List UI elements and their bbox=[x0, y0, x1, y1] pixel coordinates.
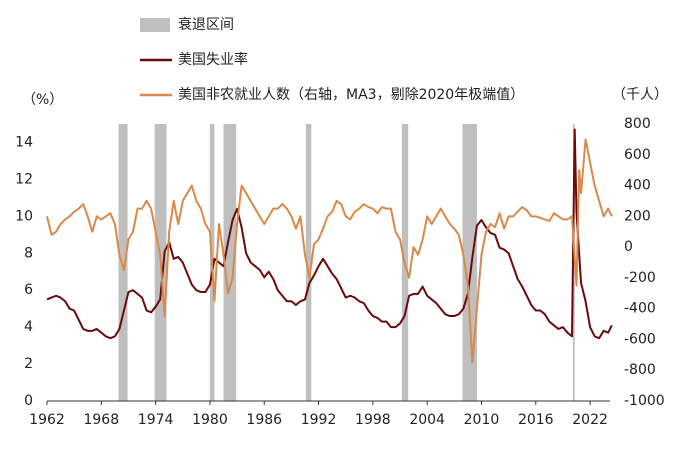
x-tick-label: 1992 bbox=[301, 412, 337, 428]
y2-tick-label: 200 bbox=[624, 208, 651, 224]
x-tick-label: 1980 bbox=[192, 412, 228, 428]
y2-tick-label: -800 bbox=[624, 362, 656, 378]
recession-band bbox=[118, 124, 128, 401]
x-tick-label: 1998 bbox=[355, 412, 391, 428]
legend-label: 美国非农就业人数（右轴，MA3，剔除2020年极端值） bbox=[178, 87, 524, 103]
x-tick-label: 2010 bbox=[464, 412, 500, 428]
x-tick-label: 1968 bbox=[83, 412, 119, 428]
y-tick-label: 10 bbox=[15, 208, 33, 224]
legend-label: 衰退区间 bbox=[178, 16, 234, 33]
x-tick-label: 1974 bbox=[138, 412, 174, 428]
y-tick-label: 14 bbox=[15, 134, 33, 150]
y2-tick-label: 0 bbox=[624, 239, 633, 255]
recession-band bbox=[462, 124, 477, 401]
y2-tick-label: 600 bbox=[624, 147, 651, 163]
y2-axis-label: （千人） bbox=[612, 87, 668, 103]
y-tick-label: 12 bbox=[15, 171, 33, 187]
y-tick-label: 0 bbox=[24, 393, 33, 409]
recession-band bbox=[223, 124, 237, 401]
y-tick-label: 8 bbox=[24, 245, 33, 261]
x-tick-label: 1962 bbox=[29, 412, 65, 428]
x-tick-label: 2004 bbox=[409, 412, 445, 428]
y2-tick-label: -600 bbox=[624, 331, 656, 347]
y2-tick-label: -1000 bbox=[624, 393, 665, 409]
legend-label: 美国失业率 bbox=[178, 51, 248, 68]
series-line bbox=[46, 138, 613, 364]
y2-tick-label: -400 bbox=[624, 301, 656, 317]
x-tick-label: 2016 bbox=[518, 412, 554, 428]
y2-tick-label: -200 bbox=[624, 270, 656, 286]
series-line bbox=[46, 128, 613, 340]
y2-tick-label: 800 bbox=[624, 116, 651, 132]
y-tick-label: 4 bbox=[24, 319, 33, 335]
y-tick-label: 2 bbox=[24, 356, 33, 372]
x-tick-label: 2022 bbox=[572, 412, 608, 428]
y-axis-label: （%） bbox=[22, 92, 63, 108]
recession-band bbox=[305, 124, 312, 401]
y-tick-label: 6 bbox=[24, 282, 33, 298]
x-tick-label: 1986 bbox=[246, 412, 282, 428]
y2-tick-label: 400 bbox=[624, 178, 651, 194]
legend-swatch bbox=[140, 18, 170, 32]
